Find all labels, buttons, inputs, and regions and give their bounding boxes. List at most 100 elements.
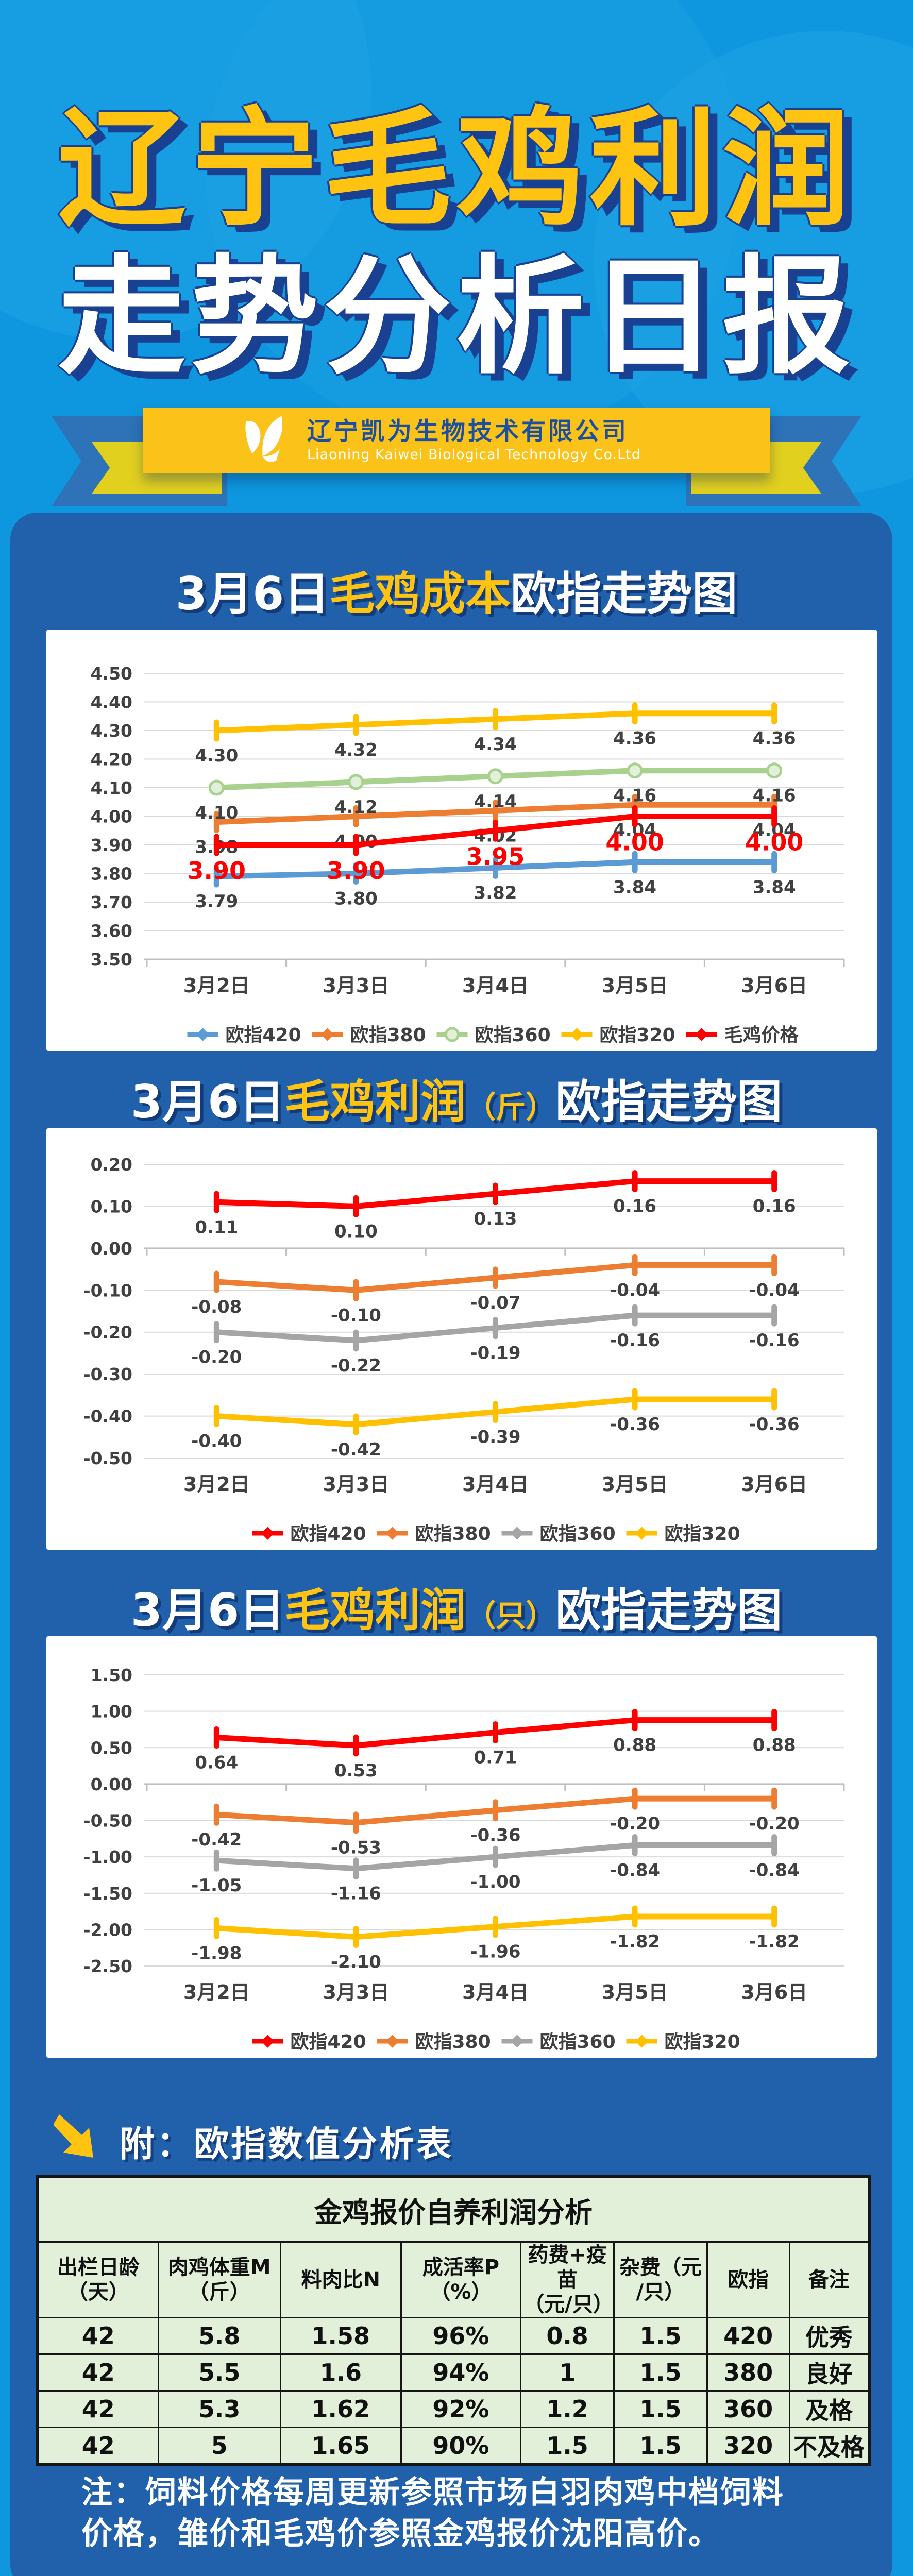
svg-text:0.64: 0.64 (195, 1752, 238, 1773)
svg-text:-0.30: -0.30 (83, 1364, 132, 1384)
table-cell: 1.5 (613, 2390, 708, 2428)
x-axis-labels: 3月2日 3月3日 3月4日 3月5日 3月6日 (183, 1473, 807, 1496)
table-cell: 1.62 (279, 2390, 402, 2428)
svg-text:-0.36: -0.36 (749, 1414, 800, 1435)
svg-text:-1.96: -1.96 (470, 1942, 521, 1962)
table-cell: 1.58 (279, 2317, 402, 2355)
svg-text:0.88: 0.88 (753, 1735, 796, 1756)
kaiwei-wing-logo-icon (233, 413, 294, 468)
svg-text:4.16: 4.16 (613, 786, 656, 806)
chart1-title-highlight: 毛鸡成本 (329, 567, 511, 620)
chart1-title-date: 3月6日 (175, 567, 330, 620)
svg-text:欧指420: 欧指420 (291, 2031, 366, 2053)
svg-text:3.90: 3.90 (91, 835, 132, 855)
svg-text:0.88: 0.88 (613, 1735, 656, 1756)
chart1-title: 3月6日毛鸡成本欧指走势图 (0, 557, 913, 623)
svg-text:3月4日: 3月4日 (462, 1473, 529, 1496)
svg-text:欧指320: 欧指320 (600, 1025, 675, 1046)
table-cell: 5 (157, 2427, 281, 2466)
x-axis-labels: 3月2日 3月3日 3月4日 3月5日 3月6日 (183, 1981, 807, 2004)
chart2-title-highlight: 毛鸡利润 (284, 1075, 466, 1128)
x-axis-labels: 3月2日 3月3日 3月4日 3月5日 3月6日 (183, 974, 807, 997)
svg-text:3月3日: 3月3日 (323, 1981, 389, 2004)
svg-text:-0.04: -0.04 (610, 1280, 660, 1300)
svg-text:-0.20: -0.20 (191, 1347, 242, 1368)
table-cell: 5.5 (157, 2353, 281, 2392)
appendix-heading: 附：欧指数值分析表 (120, 2124, 454, 2165)
svg-text:-0.20: -0.20 (610, 1814, 660, 1834)
svg-text:-0.42: -0.42 (331, 1439, 381, 1460)
svg-text:-0.20: -0.20 (749, 1814, 800, 1834)
svg-text:-0.16: -0.16 (610, 1330, 660, 1351)
series-欧指420: 3.79 3.80 3.82 3.84 3.84 (195, 851, 796, 912)
svg-text:-0.20: -0.20 (83, 1323, 132, 1343)
chart-svg: 4.50 4.40 4.30 4.20 4.10 4.00 3.90 3.80 3.70 3.60… (91, 664, 845, 1046)
table-header-col2: 料肉比N (279, 2241, 402, 2318)
svg-text:0.20: 0.20 (91, 1155, 132, 1175)
series-欧指320: -1.98 -2.10 -1.96 -1.82 -1.82 (191, 1905, 800, 1973)
svg-text:-0.36: -0.36 (610, 1414, 660, 1435)
table-header-col1: 肉鸡体重M （斤） (157, 2241, 281, 2318)
svg-text:1.50: 1.50 (91, 1665, 132, 1685)
chart3-title-unit: （只） (466, 1598, 556, 1633)
table-cell: 42 (37, 2317, 159, 2355)
svg-text:-0.40: -0.40 (83, 1406, 132, 1427)
svg-text:4.10: 4.10 (91, 778, 132, 798)
chart2-profit-per-jin-line-chart: 0.20 0.10 0.00 -0.10 -0.20 -0.30 -0.40 -0.50 3月2… (46, 1128, 877, 1550)
svg-text:3月2日: 3月2日 (183, 974, 250, 997)
svg-text:4.16: 4.16 (753, 786, 796, 806)
svg-text:-0.50: -0.50 (83, 1811, 132, 1831)
svg-text:0.50: 0.50 (91, 1738, 132, 1758)
chart2-title-unit: （斤） (466, 1090, 556, 1125)
svg-text:-0.50: -0.50 (83, 1448, 132, 1468)
table-header-col6: 欧指 (706, 2241, 790, 2318)
series-欧指360: -1.05 -1.16 -1.00 -0.84 -0.84 (191, 1834, 800, 1904)
svg-text:3.80: 3.80 (334, 889, 378, 909)
svg-text:3月4日: 3月4日 (462, 974, 529, 997)
series-欧指420: 0.64 0.53 0.71 0.88 0.88 (195, 1709, 796, 1781)
svg-text:4.30: 4.30 (195, 745, 238, 766)
svg-text:-0.08: -0.08 (191, 1297, 242, 1317)
chart2-title: 3月6日毛鸡利润（斤）欧指走势图 (0, 1065, 913, 1131)
svg-text:-1.82: -1.82 (610, 1931, 660, 1952)
svg-text:-0.16: -0.16 (749, 1330, 800, 1351)
svg-text:0.13: 0.13 (474, 1209, 517, 1229)
table-cell: 1.65 (279, 2427, 402, 2466)
table-header-col0: 出栏日龄 （天） (37, 2241, 159, 2318)
table-cell: 92% (400, 2390, 522, 2428)
table-cell: 1.5 (613, 2317, 708, 2355)
svg-text:3.70: 3.70 (91, 892, 132, 912)
svg-text:欧指380: 欧指380 (415, 2031, 491, 2053)
svg-text:3月6日: 3月6日 (741, 974, 807, 997)
table-header-col7: 备注 (788, 2241, 870, 2318)
svg-text:4.50: 4.50 (91, 664, 132, 684)
table-cell: 420 (706, 2317, 790, 2355)
table-cell: 1.6 (279, 2353, 402, 2392)
svg-text:4.40: 4.40 (91, 692, 132, 713)
svg-text:-0.10: -0.10 (331, 1305, 381, 1326)
svg-text:-1.82: -1.82 (749, 1931, 800, 1952)
svg-text:4.36: 4.36 (613, 728, 656, 749)
table-cell: 1.5 (613, 2427, 708, 2466)
svg-text:4.20: 4.20 (91, 750, 132, 770)
table-cell: 不及格 (788, 2427, 870, 2466)
svg-text:-0.07: -0.07 (470, 1293, 521, 1313)
chart3-title: 3月6日毛鸡利润（只）欧指走势图 (0, 1574, 913, 1639)
table-row-0: 42 5.8 1.58 96% 0.8 1.5 420 优秀 (37, 2317, 870, 2355)
chart2-title-suffix: 欧指走势图 (555, 1075, 783, 1128)
table-header-col4: 药费+疫苗 （元/只） (520, 2241, 615, 2318)
company-name-cn: 辽宁凯为生物技术有限公司 (307, 417, 629, 446)
gridlines: 1.50 1.00 0.50 0.00 -0.50 -1.00 -1.50 -2.00 -2.5… (83, 1665, 845, 1976)
svg-text:-0.84: -0.84 (749, 1860, 800, 1881)
svg-text:3.84: 3.84 (613, 877, 656, 897)
svg-text:3.90: 3.90 (188, 857, 246, 885)
svg-text:4.00: 4.00 (605, 828, 664, 856)
svg-text:-1.98: -1.98 (191, 1943, 242, 1964)
table-title: 金鸡报价自养利润分析 (37, 2176, 870, 2243)
svg-text:-1.00: -1.00 (83, 1847, 132, 1867)
svg-text:4.00: 4.00 (91, 807, 132, 827)
chart-svg: 0.20 0.10 0.00 -0.10 -0.20 -0.30 -0.40 -0.50 3月2… (83, 1155, 845, 1545)
svg-text:-2.10: -2.10 (331, 1952, 381, 1973)
svg-text:欧指360: 欧指360 (475, 1025, 551, 1046)
